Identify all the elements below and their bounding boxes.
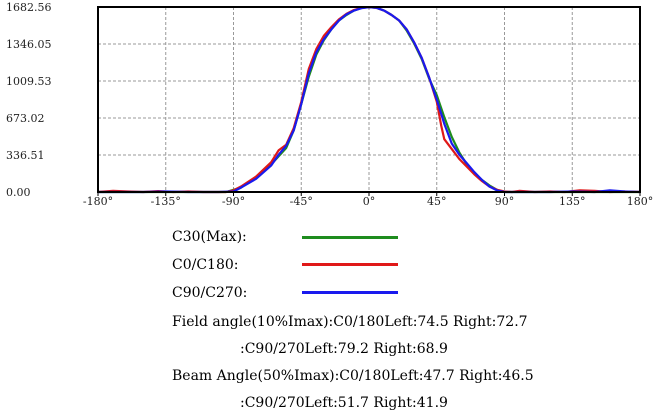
legend-label-c0: C0/C180: [172,257,239,273]
field-angle-line-1: Field angle(10%Imax):C0/180Left:74.5 Rig… [172,314,528,330]
x-tick-label: -180° [83,195,113,208]
x-tick-label: -135° [151,195,181,208]
legend-line-c0 [302,263,398,266]
x-tick-label: 45° [427,195,447,208]
y-tick-label: 1346.05 [6,38,52,51]
legend-line-c90 [302,291,398,294]
y-tick-label: 1009.53 [6,75,52,88]
x-tick-label: 0° [363,195,376,208]
x-tick-label: -90° [222,195,245,208]
y-tick-label: 1682.56 [6,1,52,14]
plot-frame [97,6,641,193]
grid-lines [98,7,640,192]
legend-label-c90: C90/C270: [172,285,248,301]
legend-label-c30: C30(Max): [172,229,247,245]
beam-angle-line-2: :C90/270Left:51.7 Right:41.9 [240,395,448,411]
legend-line-c30 [302,236,398,239]
x-tick-label: 180° [627,195,653,208]
light-distribution-chart: 0.00 336.51 673.02 1009.53 1346.05 1682.56 -1… [6,1,653,208]
series-line-c90-c270 [98,5,641,194]
y-tick-label: 673.02 [6,112,45,125]
beam-angle-line-1: Beam Angle(50%Imax):C0/180Left:47.7 Righ… [172,368,534,384]
x-tick-label: 135° [559,195,586,208]
x-tick-label: -45° [290,195,313,208]
y-axis-ticks: 0.00 336.51 673.02 1009.53 1346.05 1682.56 [6,1,52,199]
x-axis-ticks: -180° -135° -90° -45° 0° 45° 90° 135° 180° [83,192,653,208]
x-tick-label: 90° [495,195,515,208]
y-tick-label: 0.00 [6,186,31,199]
field-angle-line-2: :C90/270Left:79.2 Right:68.9 [240,341,448,357]
y-tick-label: 336.51 [6,149,45,162]
